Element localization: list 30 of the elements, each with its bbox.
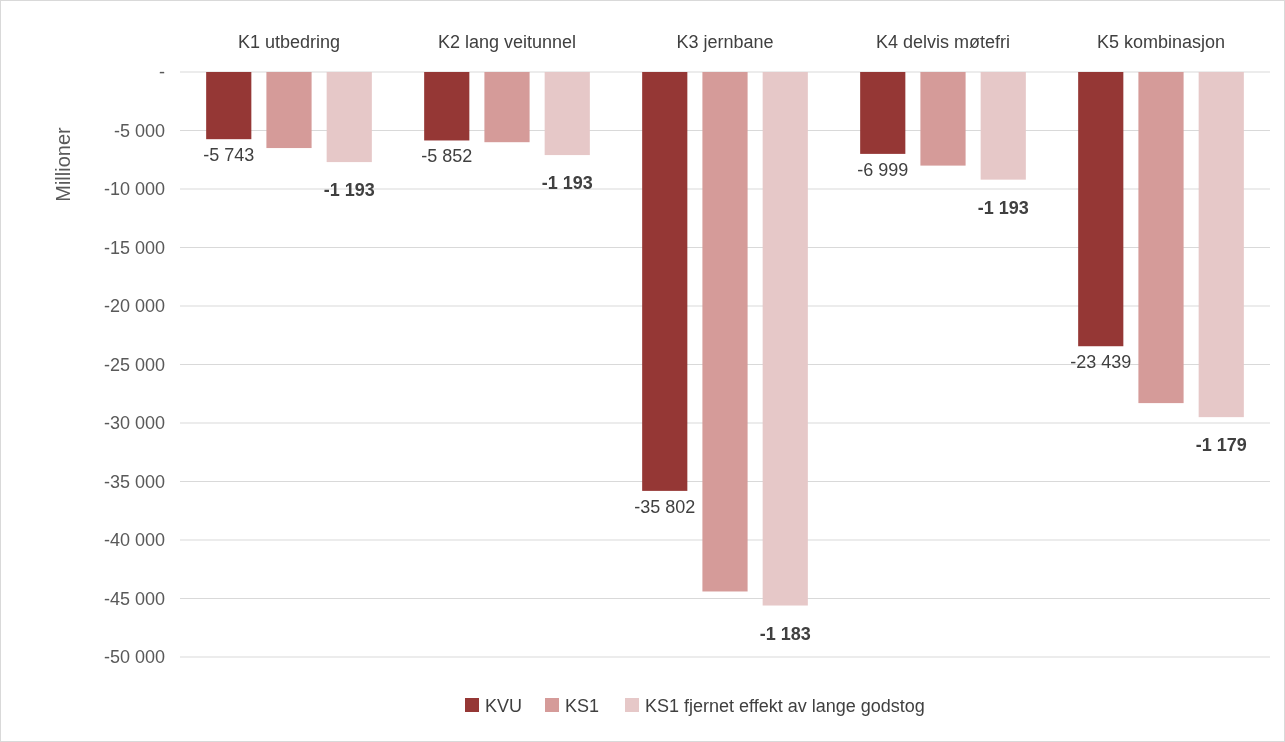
y-axis-title: Millioner [52,126,74,202]
x-tick-label: K2 lang veitunnel [437,32,577,52]
y-tick-label: -15 000 [103,237,165,258]
y-tick-label: -30 000 [103,413,165,433]
data-label: -23 439 [1070,352,1132,373]
annotation: -1 183 [759,623,811,644]
y-tick-label: -20 000 [103,296,165,316]
annotation: -1 179 [1195,435,1247,456]
y-tick-label: -50 000 [103,647,165,667]
x-tick-label: K5 kombinasjon [1096,32,1226,52]
y-tick-label: -40 000 [103,530,165,550]
annotation: -1 193 [977,197,1029,218]
y-tick-label: -10 000 [103,179,165,199]
annotation: -1 193 [541,173,593,194]
x-tick-label: K3 jernbane [676,32,774,52]
data-label: -5 743 [203,145,255,166]
y-tick-label: -25 000 [103,354,165,375]
annotation: -1 193 [323,180,375,201]
y-tick-label: -45 000 [103,588,165,609]
data-label: -35 802 [634,496,696,517]
legend-label: KS1 fjernet effekt av lange godstog [645,696,925,716]
y-tick-label: -35 000 [103,471,165,492]
data-label: -6 999 [857,159,909,180]
y-tick-label: - [159,62,165,82]
legend-label: KVU [485,696,523,716]
x-tick-label: K1 utbedring [237,32,341,52]
y-tick-label: -5 000 [113,120,165,141]
data-label: -5 852 [421,146,473,167]
x-tick-label: K4 delvis møtefri [875,32,1011,52]
legend-label: KS1 [565,696,600,716]
